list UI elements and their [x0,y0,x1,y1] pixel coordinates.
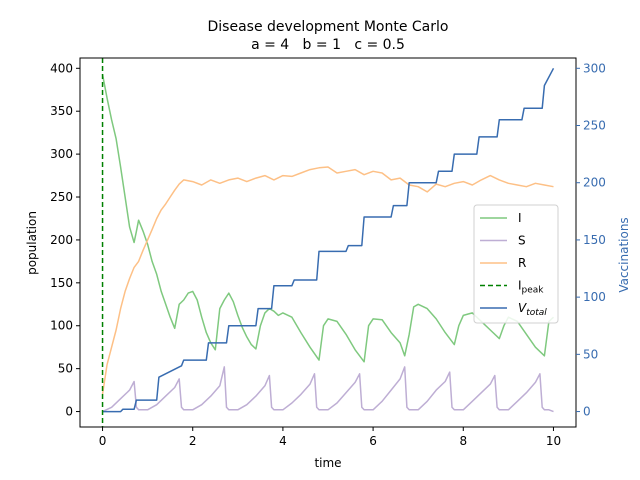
y-tick-label: 200 [50,233,73,247]
y-tick-label: 0 [65,405,73,419]
y-tick-label: 150 [50,276,73,290]
legend-label-i: I [518,211,522,225]
y-axis-label: population [25,211,39,275]
y-tick-label: 350 [50,104,73,118]
legend-label-r: R [518,256,526,270]
y-tick-label: 250 [50,190,73,204]
y-axis-right: 0 50 100 150 200 250 300 [576,61,606,419]
y2-tick-label: 150 [583,233,606,247]
legend-label-s: S [518,234,526,248]
y2-tick-label: 0 [583,405,591,419]
legend-label-v-total: Vtotal [518,301,547,318]
x-tick-label: 2 [189,434,197,448]
x-tick-label: 4 [279,434,287,448]
chart-subtitle: a = 4 b = 1 c = 0.5 [251,37,405,53]
y2-tick-label: 250 [583,119,606,133]
y-tick-label: 300 [50,147,73,161]
series-line-r [101,166,554,395]
y2-tick-label: 200 [583,176,606,190]
plot-area [101,58,555,427]
chart-title: Disease development Monte Carlo [208,19,449,35]
series-line-v-total [102,67,555,413]
y2-axis-label: Vaccinations [617,217,631,292]
axes-frame [79,57,577,428]
x-tick-label: 6 [369,434,377,448]
y-tick-label: 400 [50,61,73,75]
legend-box [473,204,559,324]
series-line-i [101,74,555,363]
x-tick-label: 0 [99,434,107,448]
y2-tick-label: 300 [583,61,606,75]
y2-tick-label: 50 [583,347,598,361]
legend-label-i-peak: Ipeak [518,279,544,296]
y2-tick-label: 100 [583,290,606,304]
y-axis-left: 0 50 100 150 200 250 300 350 400 [50,61,80,419]
x-axis: 0 2 4 6 8 10 [99,427,561,448]
x-axis-label: time [314,456,341,470]
y-tick-label: 100 [50,319,73,333]
series-line-s [102,366,554,413]
x-tick-label: 10 [546,434,561,448]
y-tick-label: 50 [58,362,73,376]
legend: ISR Ipeak Vtotal [473,204,559,324]
x-tick-label: 8 [459,434,467,448]
